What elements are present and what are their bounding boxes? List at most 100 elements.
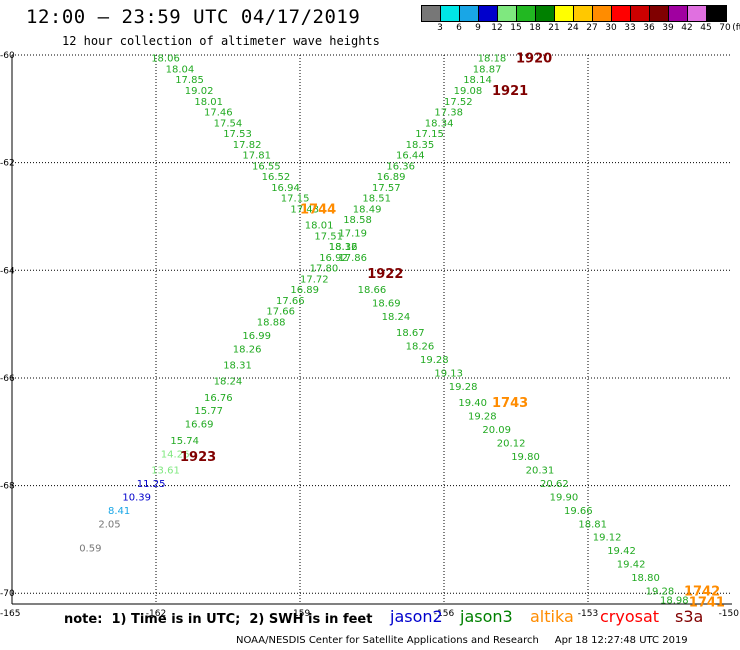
wave-height-value: 18.24 bbox=[214, 377, 243, 388]
scale-label: 3 bbox=[437, 23, 443, 33]
y-tick-label: -68 bbox=[0, 482, 15, 492]
wave-height-value: 17.72 bbox=[300, 274, 329, 285]
wave-height-value: 19.40 bbox=[458, 398, 487, 409]
wave-height-value: 17.66 bbox=[276, 296, 305, 307]
satellite-cryosat: cryosat bbox=[600, 607, 660, 626]
y-tick-label: -62 bbox=[0, 159, 15, 169]
scale-label: 45 bbox=[700, 23, 712, 33]
chart-subtitle: 12 hour collection of altimeter wave hei… bbox=[62, 34, 380, 48]
scale-label: 39 bbox=[662, 23, 674, 33]
wave-height-value: 17.19 bbox=[338, 229, 367, 240]
wave-height-value: 19.12 bbox=[593, 533, 622, 544]
scale-swatch bbox=[593, 6, 612, 21]
scale-swatch bbox=[555, 6, 574, 21]
scale-label: 18 bbox=[529, 23, 541, 33]
wave-height-value: 19.28 bbox=[646, 587, 675, 598]
wave-height-value: 18.04 bbox=[166, 64, 195, 75]
scale-swatch bbox=[612, 6, 631, 21]
scale-swatch bbox=[517, 6, 536, 21]
wave-height-value: 18.01 bbox=[305, 221, 334, 232]
wave-height-value: 19.42 bbox=[617, 560, 646, 571]
wave-height-value: 20.12 bbox=[497, 439, 526, 450]
scale-label: 9 bbox=[475, 23, 481, 33]
scale-swatch bbox=[536, 6, 555, 21]
wave-height-value: 19.90 bbox=[550, 492, 579, 503]
wave-height-value: 18.26 bbox=[406, 342, 435, 353]
wave-height-value: 18.35 bbox=[406, 140, 435, 151]
pass-time-label: 1741 bbox=[689, 595, 725, 610]
wave-height-value: 19.02 bbox=[185, 86, 214, 97]
satellite-altika: altika bbox=[530, 607, 574, 626]
wave-height-value: 18.01 bbox=[194, 97, 223, 108]
scale-label: 6 bbox=[456, 23, 462, 33]
wave-height-value: 17.43 bbox=[290, 204, 319, 215]
scale-label: 42 bbox=[681, 23, 693, 33]
wave-height-value: 11.25 bbox=[137, 479, 166, 490]
x-tick-label: -165 bbox=[0, 609, 20, 619]
pass-time-label: 1744 bbox=[300, 202, 336, 217]
pass-time-label: 1920 bbox=[516, 52, 552, 67]
wave-height-value: 17.86 bbox=[338, 253, 367, 264]
scale-swatch bbox=[707, 6, 726, 21]
pass-time-label: 1923 bbox=[180, 450, 216, 465]
wave-height-value: 19.66 bbox=[564, 506, 593, 517]
wave-height-value: 20.62 bbox=[540, 479, 569, 490]
scale-label: 12 bbox=[491, 23, 503, 33]
wave-height-value: 17.51 bbox=[314, 231, 343, 242]
wave-height-value: 17.66 bbox=[266, 307, 295, 318]
wave-height-value: 16.36 bbox=[386, 161, 415, 172]
wave-height-value: 13.61 bbox=[151, 465, 180, 476]
wave-height-value: 18.69 bbox=[372, 299, 401, 310]
wave-height-value: 17.38 bbox=[434, 108, 463, 119]
wave-height-value: 17.46 bbox=[204, 108, 233, 119]
wave-height-value: 15.74 bbox=[170, 436, 199, 447]
wave-height-value: 18.81 bbox=[578, 519, 607, 530]
wave-height-value: 2.05 bbox=[98, 519, 120, 530]
wave-height-value: 16.76 bbox=[204, 393, 233, 404]
pass-time-label: 1921 bbox=[492, 84, 528, 99]
x-tick-label: -156 bbox=[434, 609, 455, 619]
wave-height-value: 17.15 bbox=[281, 194, 310, 205]
scale-label: 30 bbox=[605, 23, 617, 33]
wave-height-value: 16.55 bbox=[252, 161, 281, 172]
scale-swatch bbox=[498, 6, 517, 21]
wave-height-value: 18.49 bbox=[353, 204, 382, 215]
satellite-jason3: jason3 bbox=[460, 607, 513, 626]
wave-height-value: 19.80 bbox=[511, 452, 540, 463]
wave-height-value: 18.88 bbox=[257, 317, 286, 328]
wave-height-value: 17.85 bbox=[175, 75, 204, 86]
wave-height-value: 16.99 bbox=[242, 331, 271, 342]
scale-swatch bbox=[422, 6, 441, 21]
wave-height-value: 17.53 bbox=[223, 129, 252, 140]
pass-time-label: 1743 bbox=[492, 396, 528, 411]
wave-height-value: 16.89 bbox=[290, 285, 319, 296]
wave-height-value: 18.32 bbox=[329, 242, 358, 253]
scale-label: 21 bbox=[548, 23, 560, 33]
wave-height-value: 17.81 bbox=[242, 151, 271, 162]
wave-height-value: 18.98 bbox=[660, 596, 689, 607]
scale-swatch bbox=[574, 6, 593, 21]
pass-time-label: 1922 bbox=[367, 267, 403, 282]
scale-label: 36 bbox=[643, 23, 655, 33]
scale-swatch bbox=[650, 6, 669, 21]
color-scale bbox=[421, 5, 727, 22]
wave-height-value: 18.87 bbox=[473, 64, 502, 75]
wave-height-value: 18.06 bbox=[151, 54, 180, 65]
wave-height-value: 16.94 bbox=[271, 183, 300, 194]
scale-label: 33 bbox=[624, 23, 636, 33]
wave-height-value: 18.14 bbox=[463, 75, 492, 86]
x-tick-label: -150 bbox=[719, 609, 740, 619]
wave-height-value: 18.34 bbox=[425, 118, 454, 129]
credit-line: NOAA/NESDIS Center for Satellite Applica… bbox=[236, 635, 688, 646]
scale-swatch bbox=[688, 6, 707, 21]
wave-height-value: 20.09 bbox=[482, 425, 511, 436]
wave-height-value: 17.57 bbox=[372, 183, 401, 194]
scale-label: 24 bbox=[567, 23, 579, 33]
satellite-s3a: s3a bbox=[675, 607, 704, 626]
pass-time-label: 1742 bbox=[684, 585, 720, 600]
footer-note: note: 1) Time is in UTC; 2) SWH is in fe… bbox=[64, 612, 373, 627]
wave-height-value: 19.28 bbox=[468, 412, 497, 423]
wave-height-value: 18.66 bbox=[358, 285, 387, 296]
wave-height-value: 16.92 bbox=[319, 253, 348, 264]
